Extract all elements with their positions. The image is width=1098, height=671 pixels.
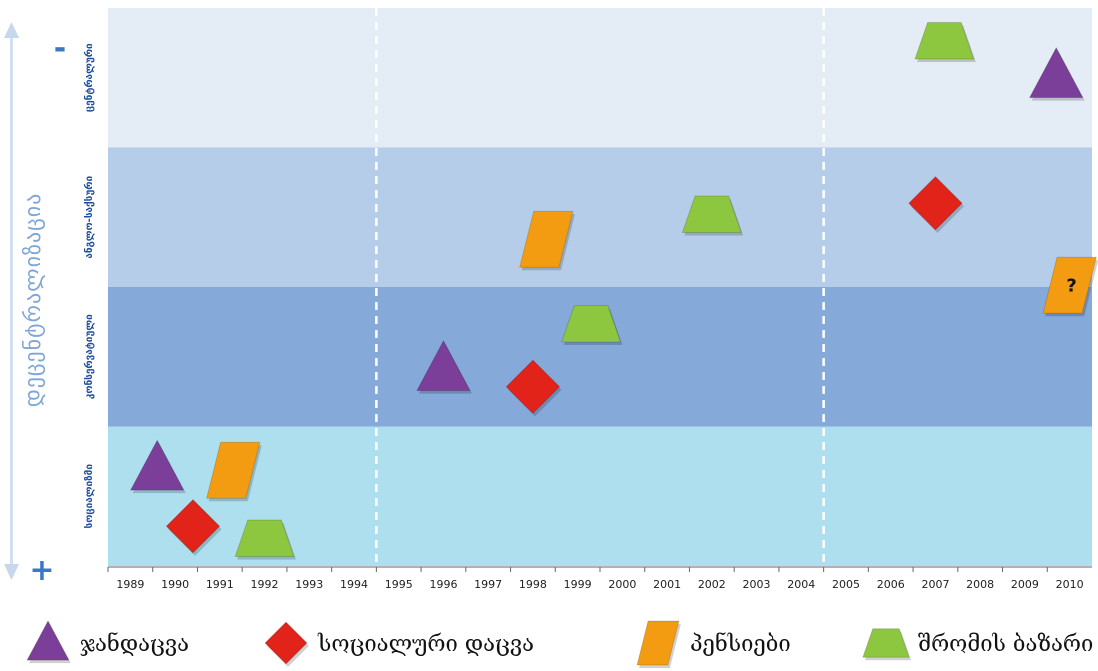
legend-label: სოციალური დაცვა (317, 632, 534, 657)
y-axis-top-sign: - (54, 31, 66, 66)
legend-label: პენსიები (690, 631, 791, 657)
y-axis-title: დეცენტრალიზაცია (21, 193, 46, 408)
x-tick-label: 2001 (653, 578, 681, 591)
x-tick-label: 2005 (832, 578, 860, 591)
marker-10 (908, 175, 965, 233)
legend-item-2: სოციალური დაცვა (264, 621, 534, 667)
markers-layer: ? (129, 22, 1098, 560)
y-axis-down-arrow-icon (4, 564, 19, 580)
x-tick-label: 1995 (385, 578, 413, 591)
marker-2 (165, 498, 222, 556)
legend-swatch (264, 621, 309, 667)
x-tick-label: 2003 (743, 578, 771, 591)
legend-item-1: ჯანდაცვა (26, 619, 189, 664)
x-tick-label: 2009 (1011, 578, 1039, 591)
y-axis-bottom-sign: + (29, 553, 54, 588)
x-tick-label: 2000 (608, 578, 636, 591)
x-tick-label: 1992 (251, 578, 279, 591)
marker-1 (129, 439, 186, 494)
band-label-2: ანგლო-საქსური (83, 176, 95, 259)
x-tick-label: 1999 (564, 578, 592, 591)
x-tick-label: 2006 (877, 578, 905, 591)
marker-annotation: ? (1066, 275, 1076, 296)
legend-swatch (862, 628, 912, 661)
marker-7 (560, 305, 623, 345)
marker-6 (505, 359, 562, 417)
legend-item-4: შრომის ბაზარი (862, 628, 1093, 661)
x-axis: 1989 1990 1991 1992 1993 1994 1995 1996 1997 1998… (107, 566, 1092, 591)
band-label-1: ცენტრალური (83, 43, 95, 112)
marker-12 (914, 22, 976, 62)
marker-11: ? (1042, 256, 1098, 317)
x-tick-label: 1991 (206, 578, 234, 591)
x-tick-label: 2010 (1056, 578, 1084, 591)
x-tick-label: 2007 (921, 578, 949, 591)
x-tick-label: 1994 (340, 578, 368, 591)
x-tick-label: 1989 (116, 578, 144, 591)
legend-label: შრომის ბაზარი (918, 632, 1093, 657)
x-tick-label: 1997 (474, 578, 502, 591)
legend-label: ჯანდაცვა (80, 631, 189, 657)
x-tick-label: 1996 (429, 578, 457, 591)
dividers-layer (375, 8, 825, 566)
marker-3 (205, 441, 262, 502)
marker-8 (519, 210, 575, 271)
legend: ჯანდაცვა სოციალური დაცვა პენსიები შრომის ბა… (26, 619, 1093, 668)
bands-layer (108, 8, 1092, 566)
marker-5 (416, 339, 473, 394)
marker-9 (681, 195, 744, 236)
y-axis: დეცენტრალიზაცია - + (4, 22, 66, 588)
band-labels-layer: ცენტრალური ანგლო-საქსური კონსერვატიული სოცი… (83, 43, 95, 528)
legend-item-3: პენსიები (636, 620, 791, 668)
y-axis-up-arrow-icon (4, 22, 19, 38)
x-tick-label: 1993 (295, 578, 323, 591)
legend-swatch (26, 619, 71, 664)
legend-swatch (636, 620, 681, 668)
band-label-4: სოციალიზმი (83, 464, 95, 529)
x-tick-label: 1990 (161, 578, 189, 591)
marker-4 (234, 519, 296, 560)
marker-13 (1028, 46, 1085, 101)
y-axis-bar (10, 35, 13, 570)
x-tick-label: 2004 (787, 578, 815, 591)
band-label-3: კონსერვატიული (83, 314, 95, 399)
x-tick-label: 2008 (966, 578, 994, 591)
x-tick-label: 1998 (519, 578, 547, 591)
x-tick-label: 2002 (698, 578, 726, 591)
